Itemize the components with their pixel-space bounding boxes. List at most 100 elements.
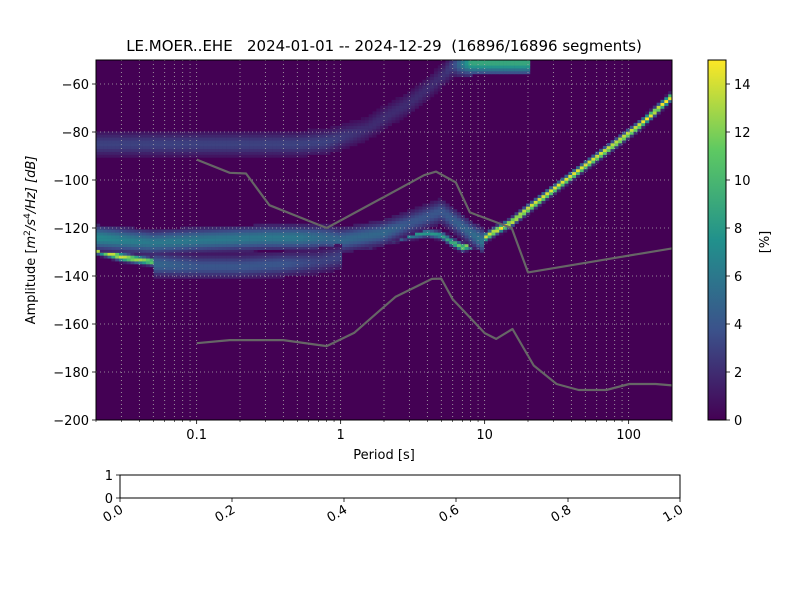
density-cell — [599, 157, 604, 161]
density-cell — [337, 246, 343, 250]
density-cell — [480, 57, 484, 60]
density-cell — [184, 235, 189, 239]
density-cell — [360, 131, 366, 135]
density-cell — [261, 275, 266, 279]
density-cell — [291, 235, 296, 239]
density-cell — [468, 73, 473, 78]
density-cell — [257, 240, 262, 245]
density-cell — [272, 275, 277, 279]
density-cell — [437, 235, 442, 239]
density-cell — [391, 105, 396, 109]
density-cell — [357, 128, 362, 132]
density-cell — [165, 143, 170, 147]
density-cell — [199, 235, 204, 239]
density-cell — [180, 140, 185, 144]
density-cell — [111, 148, 116, 152]
density-cell — [345, 128, 350, 132]
density-cell — [103, 143, 108, 147]
density-cell — [449, 223, 454, 227]
density-cell — [560, 180, 565, 184]
density-cell — [130, 137, 135, 141]
density-cell — [418, 99, 423, 104]
density-cell — [322, 131, 327, 135]
density-cell — [218, 131, 224, 135]
density-cell — [145, 240, 151, 245]
density-cell — [307, 255, 312, 259]
density-cell — [207, 261, 212, 265]
density-cell — [222, 272, 227, 276]
density-cell — [487, 60, 492, 63]
density-cell — [299, 143, 304, 147]
density-cell — [218, 137, 224, 141]
density-cell — [318, 269, 323, 273]
density-cell — [199, 249, 204, 253]
density-cell — [195, 252, 200, 256]
density-cell — [341, 134, 346, 138]
density-cell — [199, 131, 204, 135]
density-cell — [437, 217, 442, 222]
density-cell — [149, 137, 154, 141]
density-cell — [395, 226, 400, 230]
density-cell — [456, 220, 462, 224]
density-cell — [115, 255, 120, 259]
density-cell — [522, 215, 527, 219]
density-cell — [268, 272, 273, 276]
density-cell — [456, 71, 462, 75]
density-cell — [199, 258, 204, 262]
density-cell — [96, 240, 101, 245]
density-cell — [211, 154, 216, 158]
secondary-x-ticks: 0.0 0.2 0.4 0.6 0.8 1.0 — [101, 498, 686, 526]
density-cell — [249, 243, 254, 248]
density-cell — [161, 232, 166, 236]
density-cell — [257, 261, 262, 265]
density-cell — [245, 154, 250, 158]
density-cell — [288, 246, 293, 250]
density-cell — [111, 131, 116, 135]
density-cell — [384, 240, 389, 245]
density-cell — [337, 255, 343, 259]
density-cell — [337, 229, 343, 233]
density-cell — [119, 134, 124, 138]
density-cell — [487, 62, 492, 66]
density-cell — [311, 229, 316, 233]
density-cell — [96, 151, 101, 155]
density-cell — [437, 232, 442, 236]
density-cell — [445, 209, 450, 213]
density-cell — [99, 148, 104, 152]
density-cell — [234, 246, 239, 250]
density-cell — [130, 151, 135, 155]
density-cell — [326, 223, 331, 227]
density-cell — [460, 232, 465, 236]
density-cell — [111, 145, 116, 150]
density-cell — [464, 246, 469, 250]
density-cell — [264, 229, 270, 233]
density-cell — [464, 235, 469, 239]
density-cell — [518, 215, 523, 219]
density-cell — [272, 235, 277, 239]
density-cell — [264, 154, 270, 158]
density-cell — [195, 143, 200, 147]
density-cell — [257, 258, 262, 262]
density-cell — [334, 246, 339, 250]
density-cell — [238, 261, 243, 265]
density-cell — [437, 73, 442, 78]
density-cell — [291, 223, 296, 227]
density-cell — [249, 272, 254, 276]
density-cell — [499, 229, 504, 233]
density-cell — [288, 261, 293, 265]
density-cell — [161, 275, 166, 279]
density-cell — [295, 151, 300, 155]
density-cell — [268, 240, 273, 245]
density-cell — [595, 154, 600, 158]
density-cell — [226, 240, 231, 245]
density-cell — [172, 258, 177, 262]
density-cell — [456, 232, 462, 236]
density-cell — [318, 261, 323, 265]
density-cell — [407, 96, 412, 101]
density-cell — [422, 215, 427, 219]
density-cell — [280, 145, 285, 150]
density-cell — [130, 258, 135, 262]
density-cell — [138, 137, 143, 141]
density-cell — [334, 249, 339, 253]
density-cell — [99, 235, 104, 239]
